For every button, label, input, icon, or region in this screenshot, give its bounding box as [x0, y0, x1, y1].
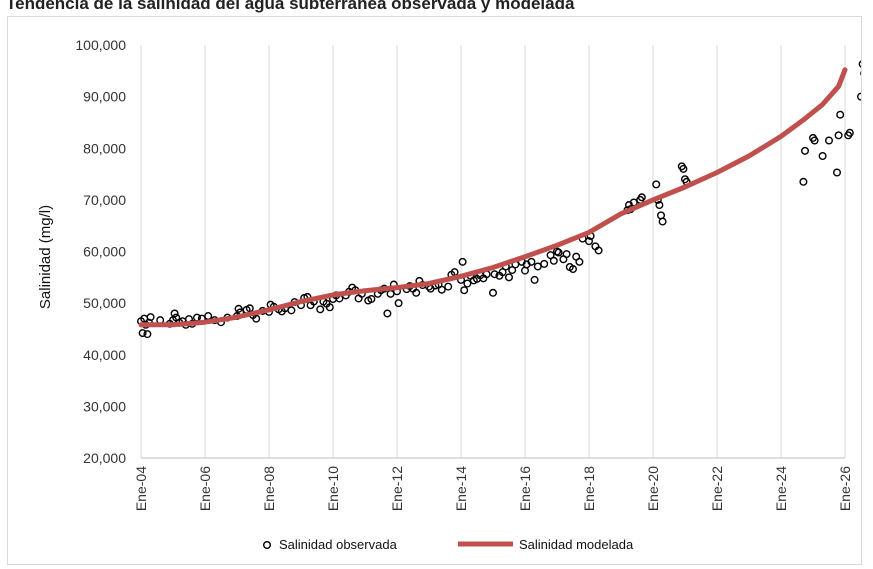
chart-frame: 20,000 30,000 40,000 50,000 60,000 70,000 80,0… — [7, 16, 862, 565]
observed-point — [585, 237, 594, 246]
x-tick-label: Ene-10 — [325, 466, 341, 511]
observed-point — [437, 285, 446, 294]
observed-point — [138, 329, 147, 338]
y-tick-label: 40,000 — [83, 347, 126, 363]
legend-observed-label: Salinidad observada — [279, 537, 398, 552]
chart-title: Tendencia de la salinidad del agua subte… — [6, 0, 575, 13]
observed-point — [801, 146, 810, 155]
observed-point — [836, 110, 845, 119]
observed-point — [569, 265, 578, 274]
x-tick-label: Ene-14 — [453, 466, 469, 511]
observed-point — [658, 217, 667, 226]
observed-point — [652, 180, 661, 189]
y-tick-label: 50,000 — [83, 295, 126, 311]
observed-point — [412, 288, 421, 297]
observed-points — [136, 60, 861, 339]
x-tick-label: Ene-16 — [517, 466, 533, 511]
observed-point — [562, 250, 571, 259]
x-tick-label: Ene-08 — [261, 466, 277, 511]
x-tick-label: Ene-06 — [197, 466, 213, 511]
y-tick-label: 20,000 — [83, 450, 126, 466]
salinity-chart: 20,000 30,000 40,000 50,000 60,000 70,000 80,0… — [37, 37, 861, 552]
y-tick-label: 70,000 — [83, 192, 126, 208]
observed-point — [458, 257, 467, 266]
legend-observed-marker — [262, 541, 271, 550]
observed-point — [818, 151, 827, 160]
observed-point — [799, 177, 808, 186]
modeled-line — [138, 67, 848, 328]
y-tick-label: 90,000 — [83, 89, 126, 105]
observed-point — [316, 305, 325, 314]
observed-point — [325, 303, 334, 312]
observed-point — [655, 201, 664, 210]
x-tick-label: Ene-24 — [773, 466, 789, 511]
y-tick-label: 30,000 — [83, 398, 126, 414]
observed-point — [386, 289, 395, 298]
observed-point — [858, 60, 861, 68]
observed-point — [637, 193, 646, 202]
observed-point — [146, 313, 155, 322]
y-tick-label: 60,000 — [83, 244, 126, 260]
observed-point — [554, 248, 563, 257]
observed-point — [252, 314, 261, 323]
observed-point — [287, 306, 296, 315]
observed-point — [489, 288, 498, 297]
observed-point — [533, 262, 542, 271]
observed-point — [463, 279, 472, 288]
observed-point — [143, 330, 152, 339]
observed-point — [394, 299, 403, 308]
observed-point — [460, 286, 469, 295]
observed-point — [245, 304, 254, 313]
observed-point — [845, 128, 854, 137]
observed-point — [530, 275, 539, 284]
y-axis-ticks: 20,000 30,000 40,000 50,000 60,000 70,000 80,0… — [75, 37, 126, 466]
observed-point — [549, 256, 558, 265]
observed-point — [575, 257, 584, 266]
y-axis-title: Salinidad (mg/l) — [37, 205, 54, 309]
legend: Salinidad observada Salinidad modelada — [262, 537, 634, 552]
legend-modeled-label: Salinidad modelada — [519, 537, 634, 552]
observed-point — [383, 309, 392, 318]
x-tick-label: Ene-12 — [389, 466, 405, 511]
observed-point — [594, 246, 603, 255]
y-tick-label: 80,000 — [83, 140, 126, 156]
observed-point — [857, 92, 861, 101]
x-tick-label: Ene-26 — [837, 466, 853, 511]
observed-point — [825, 136, 834, 145]
observed-point — [527, 257, 536, 266]
observed-point — [490, 270, 499, 279]
observed-point — [444, 282, 453, 291]
x-tick-label: Ene-18 — [581, 466, 597, 511]
x-tick-label: Ene-22 — [709, 466, 725, 511]
observed-point — [810, 136, 819, 145]
observed-point — [505, 273, 514, 282]
y-tick-label: 100,000 — [75, 37, 126, 53]
x-tick-label: Ene-04 — [133, 466, 149, 511]
observed-point — [833, 168, 842, 177]
modeled-line-layer — [138, 67, 848, 328]
x-axis-ticks: Ene-04 Ene-06 Ene-08 Ene-10 Ene-12 Ene-14 Ene-… — [133, 466, 853, 511]
observed-point — [204, 312, 213, 321]
observed-point — [367, 294, 376, 303]
observed-point — [540, 259, 549, 268]
x-tick-label: Ene-20 — [645, 466, 661, 511]
observed-point — [170, 309, 179, 318]
observed-point — [679, 164, 688, 173]
observed-point — [834, 131, 843, 140]
vertical-grid — [140, 45, 846, 458]
